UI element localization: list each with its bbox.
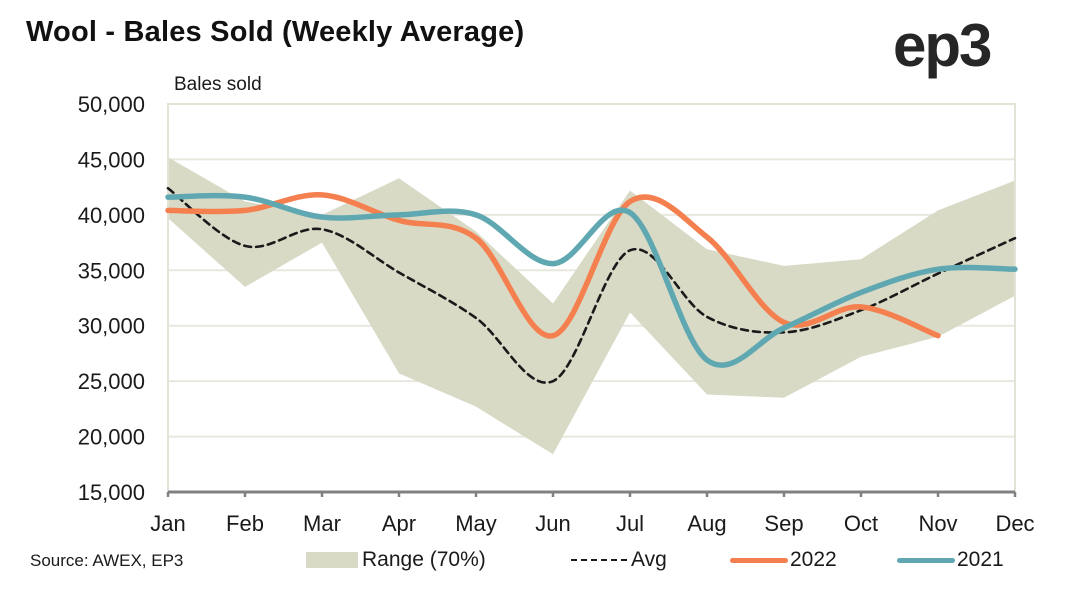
legend-label-range: Range (70%) (362, 548, 486, 571)
x-tick-label: Mar (303, 511, 341, 536)
chart-title: Wool - Bales Sold (Weekly Average) (26, 16, 525, 48)
x-tick-label: Sep (764, 511, 803, 536)
x-tick-label: Nov (918, 511, 957, 536)
x-tick-label: Oct (844, 511, 878, 536)
legend-swatch-2021 (897, 557, 955, 563)
series-line-2021 (165, 192, 1018, 368)
legend-item-avg: Avg (571, 548, 667, 572)
legend-item-2022: 2022 (730, 548, 837, 572)
legend-label-avg: Avg (631, 548, 667, 571)
legend-label-2021: 2021 (957, 548, 1004, 571)
series-line-avg (166, 186, 1017, 384)
x-tick-label: Dec (995, 511, 1034, 536)
legend-swatch-2022 (730, 557, 788, 563)
range-area (168, 157, 1015, 455)
source-note: Source: AWEX, EP3 (30, 551, 184, 570)
x-tick-label: Aug (687, 511, 726, 536)
legend: Range (70%) Avg 2022 2021 (0, 546, 1066, 574)
legend-swatch-range (306, 552, 358, 568)
y-tick-label: 50,000 (78, 92, 145, 117)
legend-swatch-avg (571, 559, 627, 561)
y-tick-label: 45,000 (78, 147, 145, 172)
y-tick-label: 35,000 (78, 258, 145, 283)
x-axis-labels: Jan Feb Mar Apr May Jun Jul Aug Sep Oct Nov Dec (150, 511, 1034, 536)
series-layer (165, 186, 1018, 384)
y-tick-label: 20,000 (78, 425, 145, 450)
y-tick-label: 25,000 (78, 369, 145, 394)
y-tick-label: 15,000 (78, 480, 145, 505)
x-tick-label: Jan (150, 511, 185, 536)
x-tick-label: Jun (535, 511, 570, 536)
x-tick-label: Apr (382, 511, 416, 536)
legend-label-2022: 2022 (790, 548, 837, 571)
x-tick-label: Jul (616, 511, 644, 536)
y-axis-label: Bales sold (174, 74, 262, 95)
x-tick-label: Feb (226, 511, 264, 536)
ep3-logo: ep3 (893, 12, 992, 79)
x-tick-label: May (455, 511, 497, 536)
legend-item-range: Range (70%) (306, 548, 486, 572)
y-axis: 15,000 20,000 25,000 30,000 35,000 40,000 45,0… (78, 92, 145, 505)
legend-item-2021: 2021 (897, 548, 1004, 572)
y-tick-label: 40,000 (78, 203, 145, 228)
y-tick-label: 30,000 (78, 314, 145, 339)
x-axis (166, 490, 1017, 497)
